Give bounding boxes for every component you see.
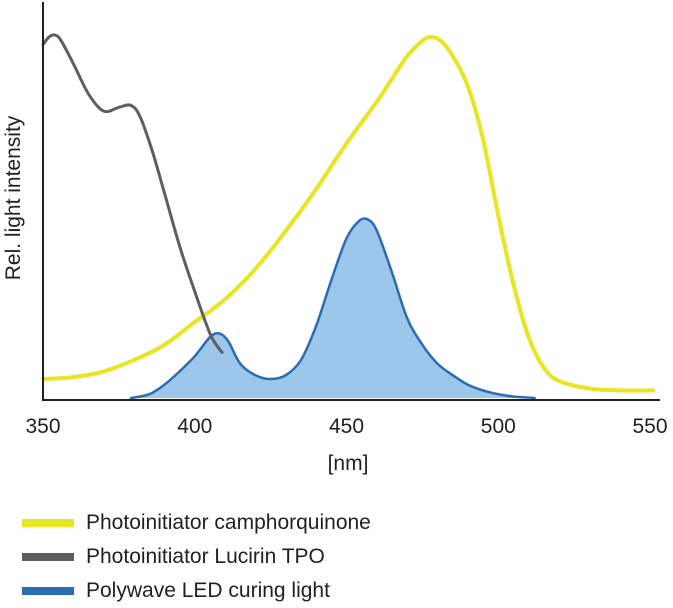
x-tick-label-500: 500	[481, 415, 516, 438]
legend-swatch	[22, 587, 74, 595]
legend-item-photoinitiator-camphorquinone: Photoinitiator camphorquinone	[22, 506, 371, 540]
legend-label: Polywave LED curing light	[86, 579, 330, 602]
x-tick-label-400: 400	[177, 415, 212, 438]
x-tick-labels: 350 400 450 500 550	[25, 415, 667, 438]
x-tick-label-350: 350	[25, 415, 60, 438]
series-line-polywave-led-curing-light	[129, 217, 536, 400]
series-line-photoinitiator-camphorquinone	[41, 35, 655, 393]
legend-label: Photoinitiator Lucirin TPO	[86, 545, 325, 568]
legend-item-photoinitiator-lucirin-tpo: Photoinitiator Lucirin TPO	[22, 540, 371, 574]
series-line-photoinitiator-lucirin-tpo	[41, 33, 224, 354]
series-area-polywave-led-curing-light	[131, 218, 535, 398]
x-tick-label-450: 450	[329, 415, 364, 438]
legend-swatch	[22, 553, 74, 561]
legend-item-polywave-led-curing-light: Polywave LED curing light	[22, 574, 371, 608]
x-tick-label-550: 550	[632, 415, 667, 438]
x-axis-label: [nm]	[328, 452, 369, 475]
legend-label: Photoinitiator camphorquinone	[86, 511, 371, 534]
y-axis-label: Rel. light intensity	[2, 115, 25, 280]
legend-swatch	[22, 519, 74, 527]
chart-svg: 350 400 450 500 550 [nm] Rel. light intensit…	[2, 2, 668, 475]
plot-area	[41, 33, 655, 400]
legend: Photoinitiator camphorquinone Photoinitia…	[22, 506, 371, 608]
